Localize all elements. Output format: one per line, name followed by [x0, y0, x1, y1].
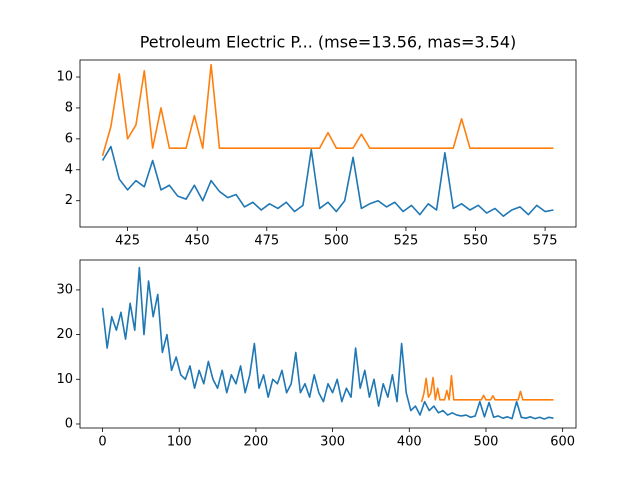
y-tick-label: 0 — [65, 416, 73, 431]
y-tick-label: 10 — [56, 70, 73, 85]
x-tick-label: 500 — [324, 234, 349, 249]
x-tick-label: 100 — [167, 435, 192, 450]
y-tick-label: 2 — [65, 193, 73, 208]
x-tick-label: 525 — [394, 234, 419, 249]
x-tick-label: 600 — [550, 435, 575, 450]
x-tick-label: 550 — [463, 234, 488, 249]
x-tick-label: 200 — [244, 435, 269, 450]
y-tick-label: 4 — [65, 162, 73, 177]
axes-frame — [79, 259, 577, 429]
series-line — [420, 374, 554, 403]
y-tick-label: 20 — [56, 327, 73, 342]
series-line — [101, 266, 554, 420]
y-tick-label: 30 — [56, 282, 73, 297]
x-tick-label: 500 — [474, 435, 499, 450]
x-tick-label: 0 — [98, 435, 106, 450]
x-tick-label: 450 — [185, 234, 210, 249]
series-line — [101, 145, 554, 217]
chart-title: Petroleum Electric P... (mse=13.56, mas=… — [140, 33, 517, 52]
y-tick-label: 10 — [56, 372, 73, 387]
y-tick-label: 8 — [65, 100, 73, 115]
axes-frame — [79, 59, 577, 228]
x-tick-label: 400 — [397, 435, 422, 450]
series-line — [101, 63, 554, 157]
x-tick-label: 300 — [320, 435, 345, 450]
x-tick-label: 425 — [115, 234, 140, 249]
x-tick-label: 575 — [533, 234, 558, 249]
y-tick-label: 6 — [65, 131, 73, 146]
x-tick-label: 475 — [254, 234, 279, 249]
